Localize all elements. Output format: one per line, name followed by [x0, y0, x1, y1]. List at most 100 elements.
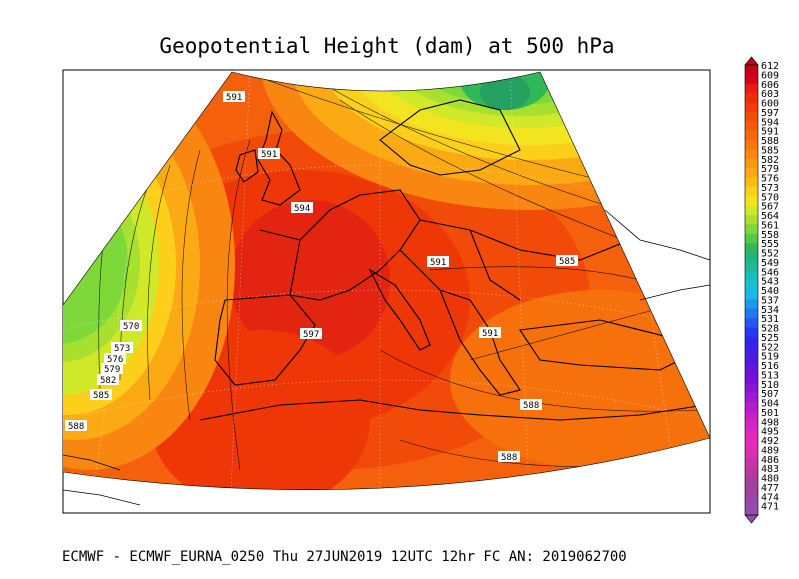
- colorbar-tick-label: 546: [761, 267, 779, 278]
- colorbar-swatch: [745, 130, 758, 141]
- colorbar-tick-label: 507: [761, 389, 779, 400]
- colorbar-tick-label: 552: [761, 249, 779, 260]
- svg-text:591: 591: [482, 329, 498, 339]
- colorbar-swatch: [745, 318, 758, 328]
- colorbar-swatch: [745, 505, 758, 516]
- colorbar-swatch: [745, 252, 758, 263]
- colorbar-swatch: [745, 93, 758, 103]
- colorbar-swatch: [745, 205, 758, 216]
- colorbar-arrow-top: [744, 56, 759, 66]
- colorbar-tick-label: 477: [761, 483, 779, 494]
- colorbar-swatch: [745, 158, 758, 169]
- colorbar-tick-label: 504: [761, 399, 779, 410]
- colorbar-tick-label: 543: [761, 277, 779, 288]
- colorbar-swatch: [745, 336, 758, 347]
- colorbar-swatch: [745, 290, 758, 300]
- colorbar-tick-label: 582: [761, 155, 779, 166]
- colorbar-swatch: [745, 430, 758, 441]
- colorbar-swatch: [745, 149, 758, 160]
- colorbar-swatch: [745, 458, 758, 469]
- colorbar-tick-label: 594: [761, 117, 779, 128]
- contour-label: 597: [300, 328, 322, 340]
- colorbar-swatch: [745, 327, 758, 338]
- contour-label: 576: [104, 353, 126, 365]
- colorbar-swatch: [745, 121, 758, 131]
- colorbar-tick-label: 606: [761, 80, 779, 91]
- colorbar-swatch: [745, 477, 758, 488]
- colorbar-swatch: [745, 496, 758, 506]
- colorbar-swatch: [745, 168, 758, 178]
- contour-label: 573: [111, 342, 133, 354]
- colorbar-swatch: [745, 374, 758, 385]
- colorbar-tick-label: 585: [761, 145, 779, 156]
- colorbar-tick-label: 549: [761, 258, 779, 269]
- colorbar-tick-label: 510: [761, 380, 779, 391]
- colorbar-swatch: [745, 280, 758, 291]
- colorbar-tick-label: 564: [761, 211, 779, 222]
- contour-label: 591: [479, 327, 501, 339]
- colorbar-tick-label: 588: [761, 136, 779, 147]
- colorbar-tick-label: 471: [761, 502, 779, 513]
- colorbar-tick-label: 537: [761, 295, 779, 306]
- contour-label: 579: [101, 363, 123, 375]
- colorbar-swatch: [745, 468, 758, 478]
- contour-label: 570: [120, 320, 142, 332]
- svg-text:591: 591: [430, 258, 446, 268]
- colorbar-tick-label: 519: [761, 352, 779, 363]
- colorbar-swatch: [745, 196, 758, 206]
- colorbar-tick-label: 570: [761, 192, 779, 203]
- colorbar-tick-label: 516: [761, 361, 779, 372]
- contour-label: 582: [97, 374, 119, 386]
- contour-label: 591: [223, 91, 245, 103]
- colorbar-tick-label: 603: [761, 89, 779, 100]
- contour-label: 591: [258, 148, 280, 160]
- contour-label: 594: [291, 202, 313, 214]
- colorbar-swatch: [745, 102, 758, 113]
- contour-label: 591: [427, 256, 449, 268]
- colorbar-tick-label: 513: [761, 370, 779, 381]
- map-footer: ECMWF - ECMWF_EURNA_0250 Thu 27JUN2019 1…: [62, 549, 627, 565]
- svg-text:588: 588: [523, 401, 539, 411]
- colorbar-tick-label: 555: [761, 239, 779, 250]
- colorbar-tick-label: 573: [761, 183, 779, 194]
- colorbar-swatch: [745, 243, 758, 253]
- svg-text:573: 573: [114, 344, 130, 354]
- colorbar-swatch: [745, 365, 758, 375]
- colorbar-tick-label: 492: [761, 436, 779, 447]
- svg-text:576: 576: [107, 355, 123, 365]
- colorbar-tick-label: 495: [761, 427, 779, 438]
- colorbar-tick-label: 483: [761, 464, 779, 475]
- svg-text:579: 579: [104, 365, 120, 375]
- colorbar-swatch: [745, 411, 758, 422]
- map-title: Geopotential Height (dam) at 500 hPa: [159, 34, 615, 58]
- colorbar-swatch: [745, 393, 758, 403]
- colorbar-swatch: [745, 233, 758, 244]
- contour-labels: 591 591 594 597 591 591 585 573 576 579 …: [65, 91, 578, 463]
- colorbar-swatch: [745, 177, 758, 188]
- colorbar-tick-label: 609: [761, 70, 779, 81]
- svg-text:582: 582: [100, 376, 116, 386]
- colorbar-tick-label: 528: [761, 324, 779, 335]
- colorbar-tick-label: 486: [761, 455, 779, 466]
- colorbar-tick-label: 576: [761, 174, 779, 185]
- colorbar-tick-label: 600: [761, 99, 779, 110]
- colorbar-swatch: [745, 440, 758, 450]
- svg-text:591: 591: [226, 93, 242, 103]
- colorbar-swatch: [745, 421, 758, 431]
- colorbar-swatch: [745, 308, 758, 319]
- colorbar-tick-label: 498: [761, 417, 779, 428]
- colorbar-swatch: [745, 299, 758, 310]
- contour-label: 585: [90, 389, 112, 401]
- svg-text:585: 585: [559, 257, 575, 267]
- colorbar-swatch: [745, 383, 758, 394]
- colorbar-tick-label: 489: [761, 445, 779, 456]
- colorbar-tick-label: 525: [761, 333, 779, 344]
- svg-text:585: 585: [93, 391, 109, 401]
- colorbar-tick-label: 540: [761, 286, 779, 297]
- colorbar-swatch: [745, 224, 758, 235]
- colorbar-swatch: [745, 261, 758, 272]
- colorbar-tick-label: 567: [761, 202, 779, 213]
- contour-label: 588: [65, 420, 87, 432]
- colorbar-swatch: [745, 186, 758, 197]
- svg-text:588: 588: [501, 453, 517, 463]
